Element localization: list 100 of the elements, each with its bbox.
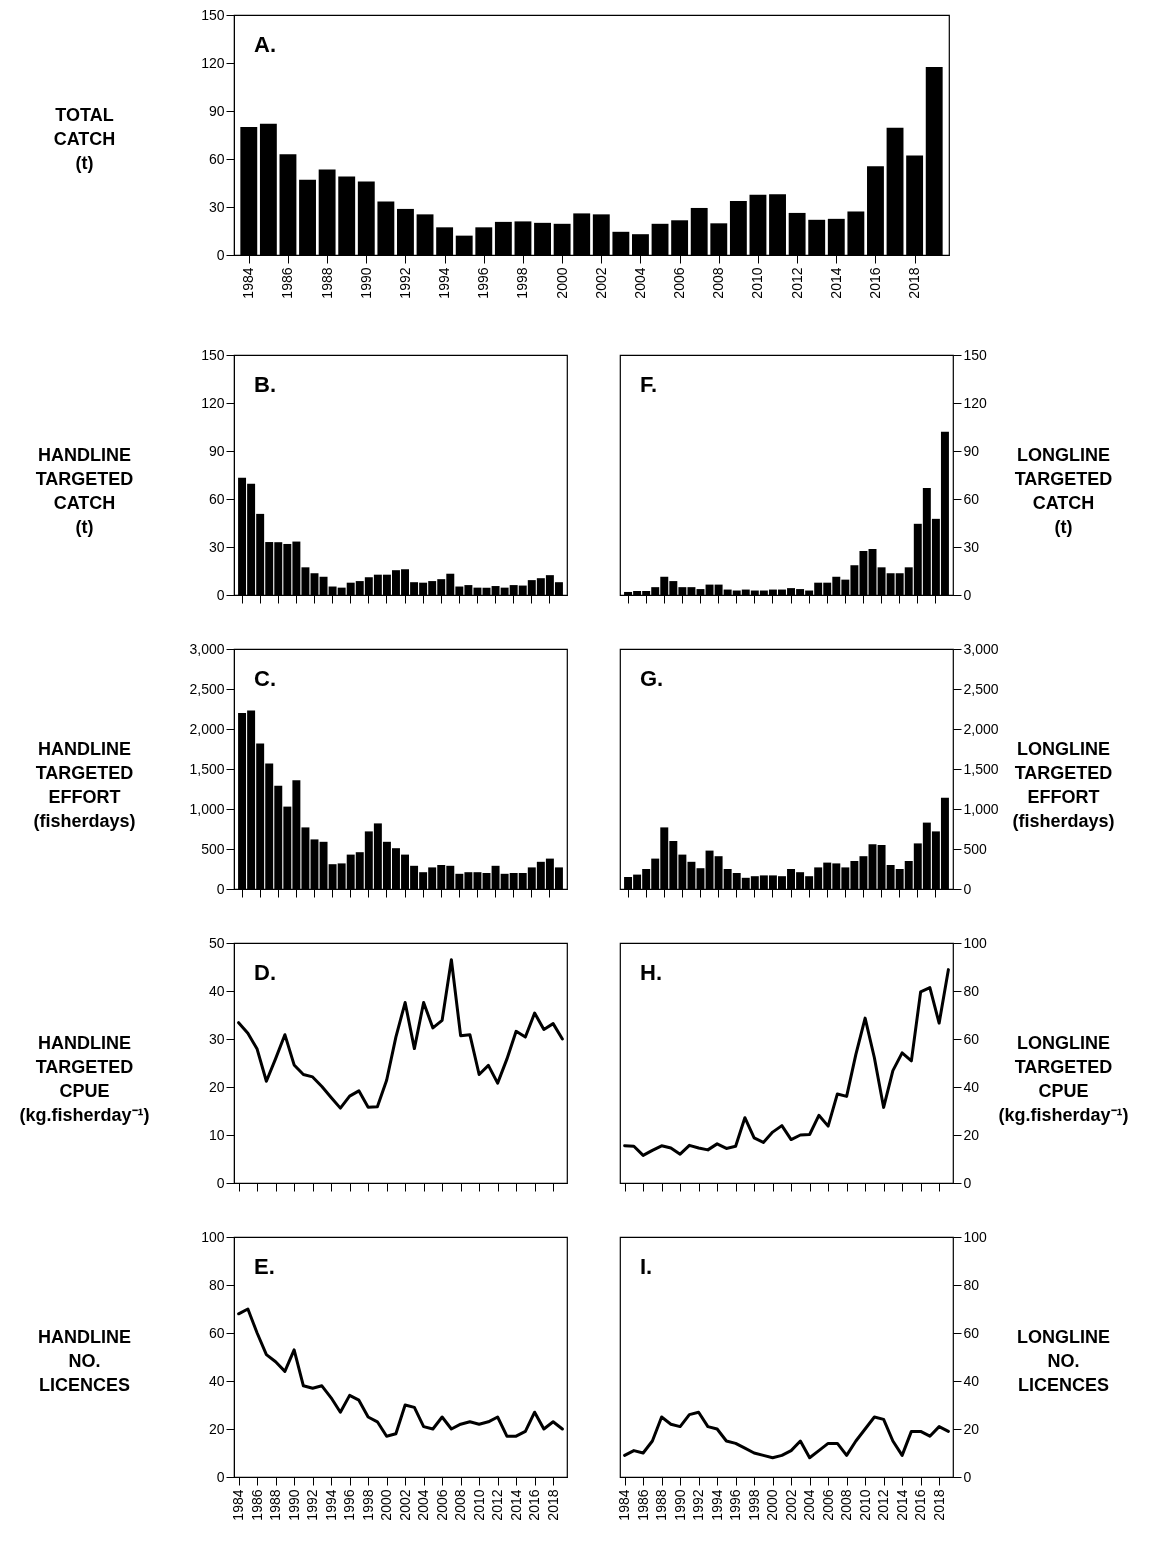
y-tick-label: 3,000 [189,640,225,657]
x-tick-label: 2000 [378,1489,395,1521]
y-tick-label: 0 [963,586,972,603]
y-tick-label: 100 [201,1228,225,1245]
x-tick-label: 1984 [616,1489,633,1521]
bar [612,231,630,255]
x-tick-label: 2004 [801,1489,818,1521]
bar [808,219,826,255]
y-tick-label: 150 [201,346,225,363]
x-tick-label: 1988 [653,1489,670,1521]
y-tick-label: 120 [963,394,988,411]
x-tick-label: 2014 [893,1489,910,1521]
y-tick-label: 150 [201,6,225,23]
y-tick-label: 2,500 [189,680,225,697]
bar [338,176,356,255]
y-tick-label: 0 [216,586,225,603]
y-tick-label: 0 [963,1468,972,1485]
y-tick-label: 30 [208,538,225,555]
bar [573,213,591,255]
x-tick-label: 1992 [396,267,413,299]
y-tick-label: 40 [963,1078,980,1095]
y-axis-title: HANDLINE TARGETED CATCH (t) [35,444,134,537]
y-tick-label: 80 [208,1276,225,1293]
x-tick-label: 2012 [788,267,805,299]
y-tick-label: 1,500 [963,760,999,777]
x-tick-label: 1998 [514,267,531,299]
y-tick-label: 1,000 [189,800,225,817]
y-tick-label: 120 [201,54,225,71]
y-axis-title: LONGLINE TARGETED CPUE (kg.fisherday⁻¹) [998,1032,1129,1125]
y-tick-label: 80 [963,982,980,999]
x-tick-label: 1988 [267,1489,284,1521]
y-tick-label: 2,000 [963,720,999,737]
y-tick-label: 500 [963,840,988,857]
y-tick-label: 90 [208,442,225,459]
y-tick-label: 120 [201,394,225,411]
y-axis-title: HANDLINE TARGETED CPUE (kg.fisherday⁻¹) [19,1032,150,1125]
y-tick-label: 0 [216,246,225,263]
bar [690,207,708,255]
x-tick-label: 1990 [671,1489,688,1521]
y-tick-label: 150 [963,346,988,363]
bar [416,214,434,255]
y-tick-label: 2,000 [189,720,225,737]
x-tick-label: 1992 [690,1489,707,1521]
x-tick-label: 1990 [357,267,374,299]
x-tick-label: 2002 [396,1489,413,1521]
y-axis-title: LONGLINE TARGETED EFFORT (fisherdays) [1012,738,1115,831]
y-tick-label: 0 [963,880,972,897]
bar [534,222,551,255]
bar [494,221,512,255]
annotation: E. [254,1254,275,1279]
x-tick-label: 1994 [322,1489,339,1521]
bar [886,127,904,255]
y-tick-label: 3,000 [963,640,999,657]
x-tick-label: 2008 [452,1489,469,1521]
x-tick-label: 1998 [359,1489,376,1521]
x-tick-label: 2006 [819,1489,836,1521]
x-tick-label: 1986 [279,267,296,299]
y-axis-title: HANDLINE NO. LICENCES [38,1326,131,1395]
y-tick-label: 0 [963,1174,972,1191]
bar [925,67,943,255]
x-tick-label: 2016 [526,1489,543,1521]
x-tick-label: 1986 [634,1489,651,1521]
x-tick-label: 2000 [553,267,570,299]
y-tick-label: 10 [208,1126,225,1143]
y-axis-title: TOTAL CATCH (t) [53,104,116,173]
y-tick-label: 0 [216,1468,225,1485]
x-tick-label: 1990 [285,1489,302,1521]
y-axis-title: LONGLINE TARGETED CATCH (t) [1014,444,1113,537]
y-tick-label: 20 [963,1420,980,1437]
y-tick-label: 20 [208,1078,225,1095]
bar [377,201,395,255]
annotation: F. [640,372,658,397]
y-tick-label: 60 [963,1030,980,1047]
y-tick-label: 40 [963,1372,980,1389]
annotation: A. [254,32,276,57]
x-tick-label: 2000 [764,1489,781,1521]
y-tick-label: 60 [963,490,980,507]
y-tick-label: 0 [216,1174,225,1191]
y-tick-label: 80 [963,1276,980,1293]
x-tick-label: 1994 [708,1489,725,1521]
y-axis-title: LONGLINE NO. LICENCES [1017,1326,1110,1395]
x-tick-label: 2004 [631,267,648,299]
y-tick-label: 40 [208,1372,225,1389]
y-tick-label: 30 [208,198,225,215]
x-tick-label: 2002 [592,267,609,299]
x-tick-label: 2014 [507,1489,524,1521]
line-series [623,1410,950,1460]
y-tick-label: 1,000 [963,800,999,817]
bar [299,179,316,255]
x-tick-label: 1996 [341,1489,358,1521]
bar [651,223,669,255]
x-tick-label: 2008 [710,267,727,299]
y-tick-label: 30 [963,538,980,555]
y-axis-title: HANDLINE TARGETED EFFORT (fisherdays) [33,738,136,831]
annotation: C. [254,666,276,691]
x-tick-label: 1986 [248,1489,265,1521]
annotation: G. [640,666,664,691]
bar [847,211,865,255]
x-tick-label: 2006 [433,1489,450,1521]
line-series [237,1307,564,1438]
